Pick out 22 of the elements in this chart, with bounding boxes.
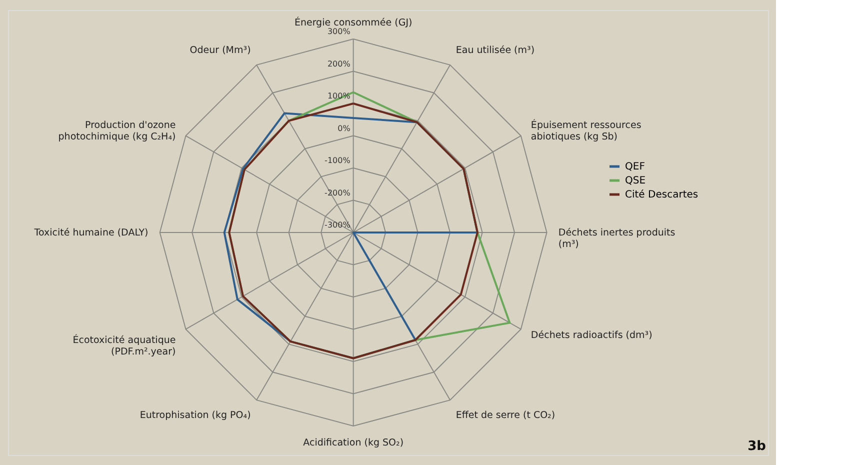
spoke-label: Effet de serre (t CO₂) [456, 410, 556, 422]
spoke-label: Énergie consommée (GJ) [294, 16, 412, 28]
spoke-label: Déchets inertes produits (m³) [558, 228, 676, 250]
spoke-label: Déchets radioactifs (dm³) [530, 330, 652, 342]
spoke-label: Odeur (Mm³) [190, 44, 251, 56]
y-tick-label: -100% [324, 156, 351, 166]
y-tick-label: 0% [338, 124, 351, 133]
legend-label: Cité Descartes [625, 190, 698, 200]
spoke-label: Eau utilisée (m³) [456, 44, 535, 56]
spoke-label: Eutrophisation (kg PO₄) [140, 410, 251, 422]
legend-label: QEF [625, 162, 646, 172]
y-tick-label: 300% [327, 27, 351, 36]
spoke-label: Acidification (kg SO₂) [303, 438, 404, 449]
text: 3b [748, 439, 766, 454]
y-tick-label: -200% [324, 188, 351, 198]
spoke-label: Production d'ozone photochimique (kg C₂H₄) [58, 120, 176, 142]
y-tick-label: -300% [324, 220, 351, 230]
y-tick-label: 200% [327, 59, 351, 68]
spoke-label: Épuisement ressources abiotiques (kg Sb) [530, 118, 642, 142]
legend-label: QSE [625, 176, 646, 186]
spoke-label: Écotoxicité aquatique (PDF.m².year) [72, 334, 176, 358]
spoke-label: Toxicité humaine (DALY) [33, 228, 148, 238]
